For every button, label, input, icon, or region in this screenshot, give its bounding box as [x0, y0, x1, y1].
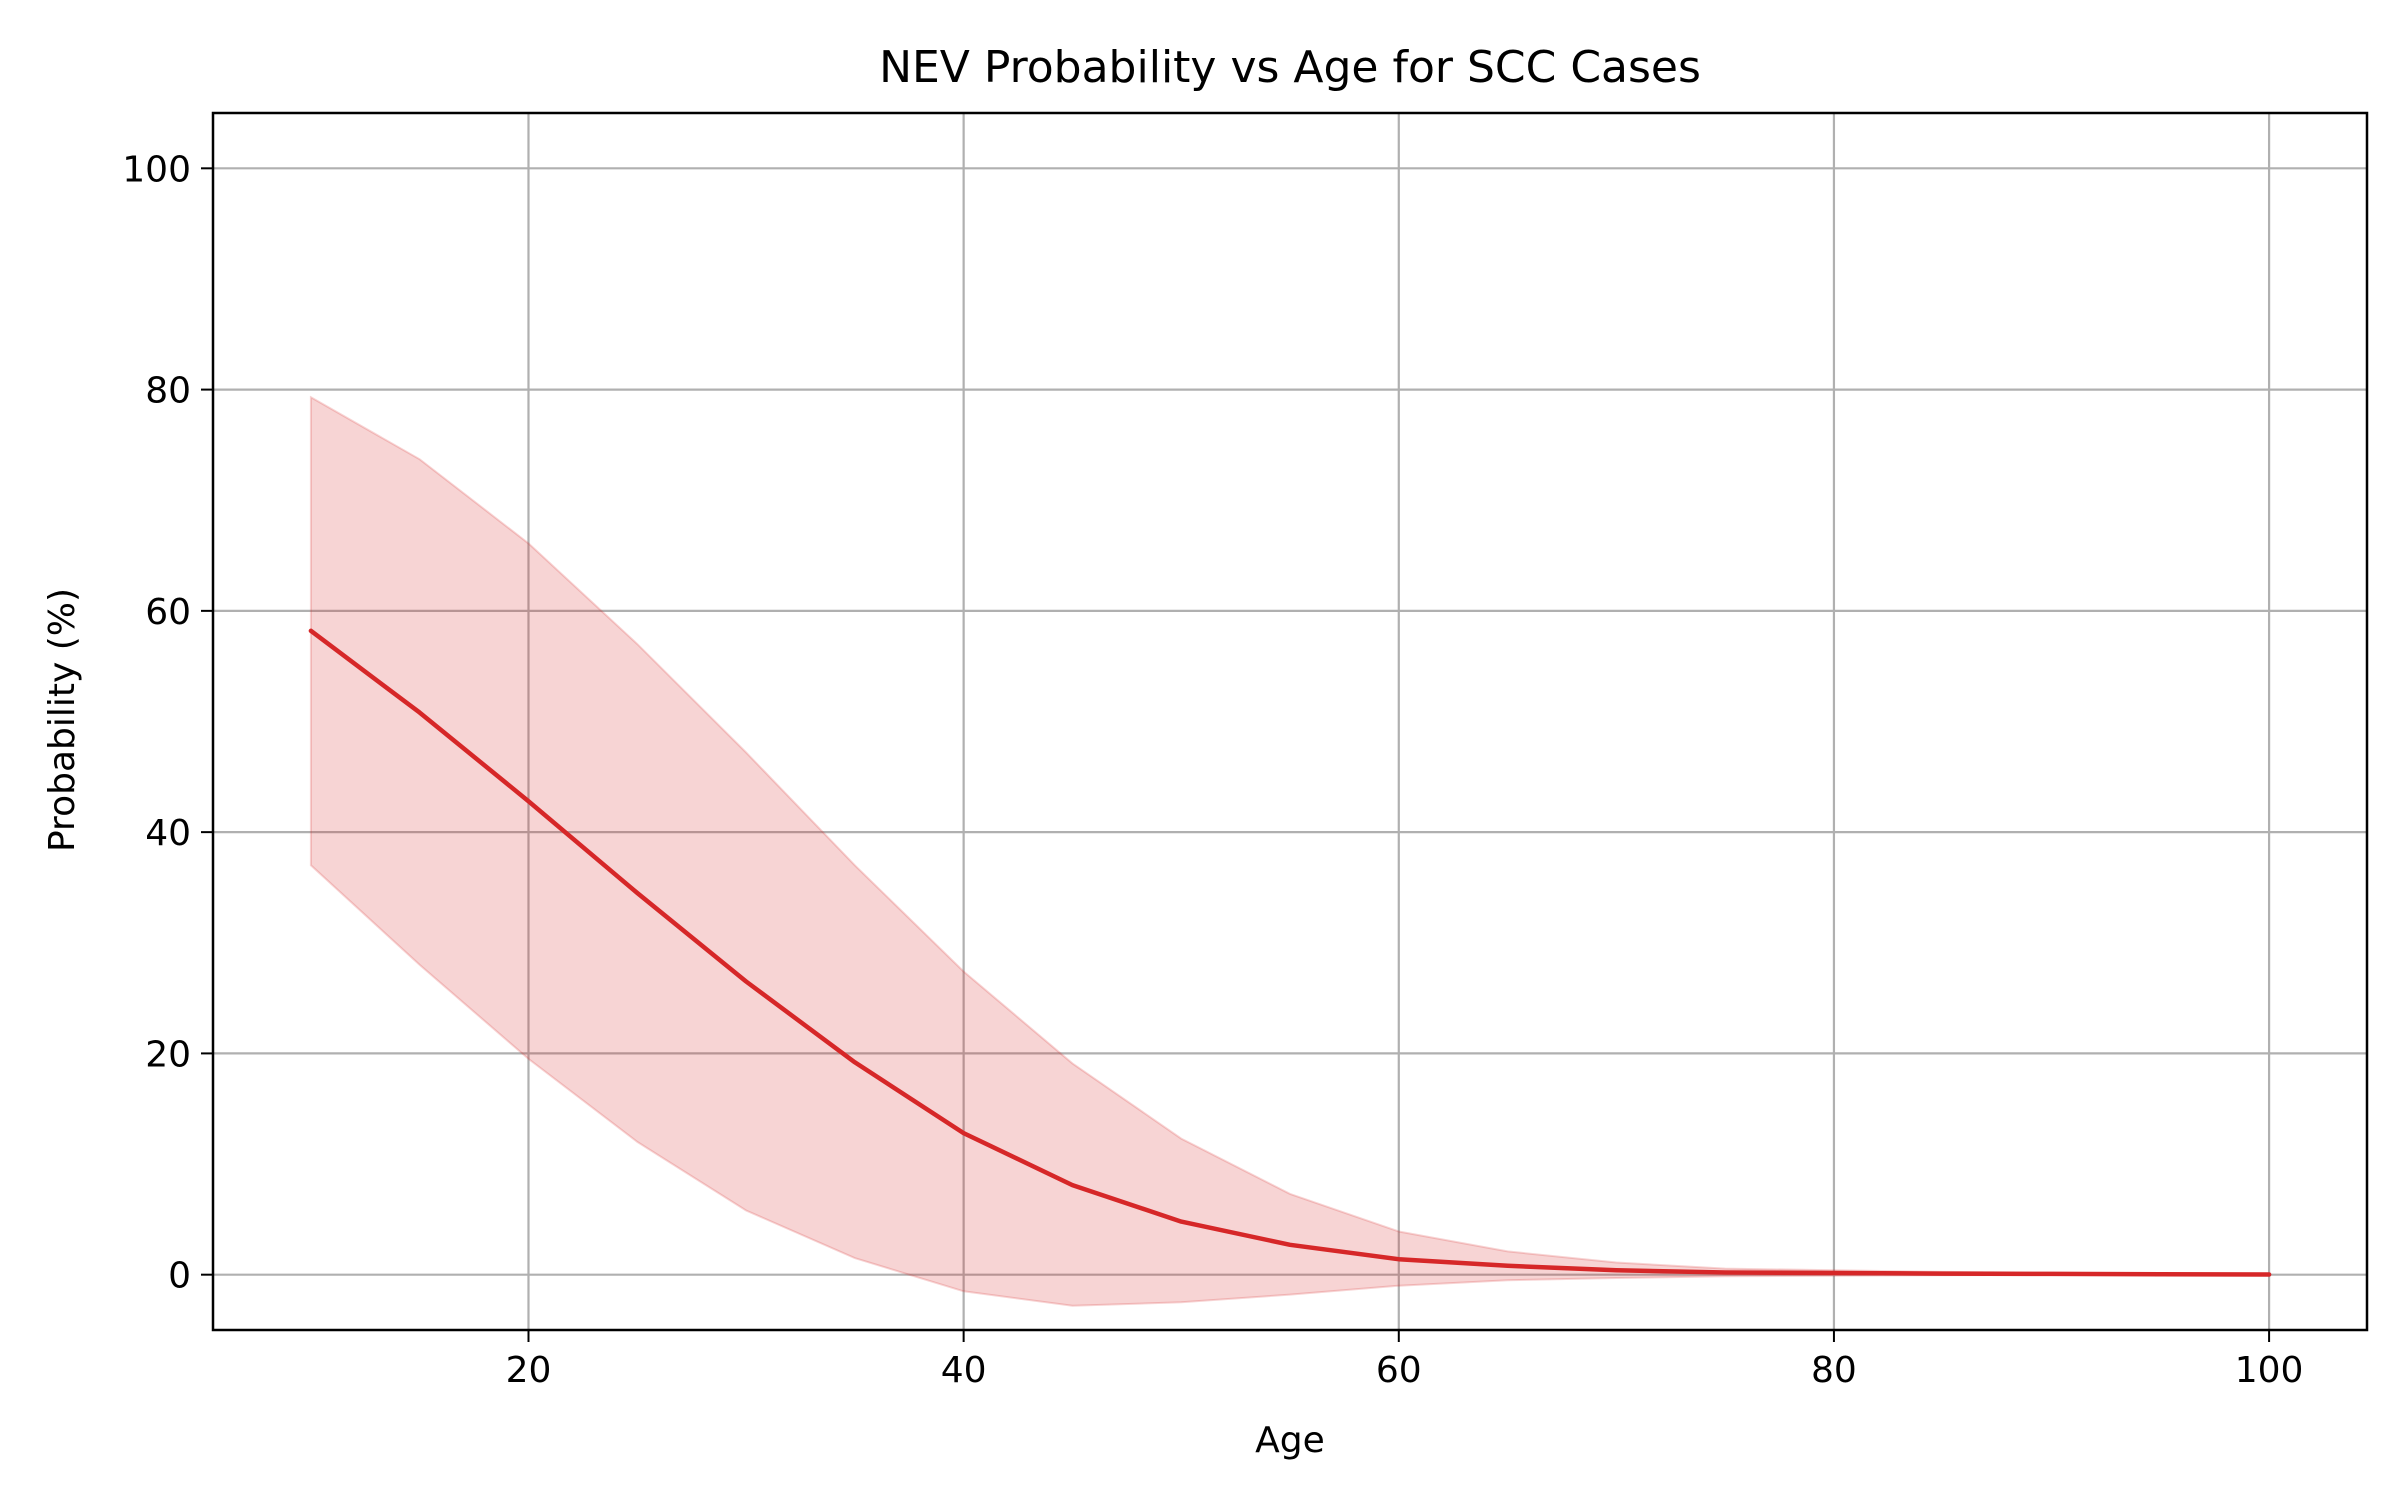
probability-line: [308, 628, 2272, 1277]
tick-layer: 20 40 60 80 100 0 20 40 60 80 100: [122, 149, 2303, 1391]
x-tick-label: 40: [941, 1350, 987, 1391]
x-tick-label: 100: [2235, 1350, 2304, 1391]
x-tick-label: 80: [1811, 1350, 1857, 1391]
x-axis-label: Age: [1255, 1420, 1325, 1461]
plot-frame: [211, 111, 2369, 1332]
x-tick-label: 60: [1376, 1350, 1422, 1391]
y-tick-label: 0: [168, 1256, 191, 1297]
x-tick-label: 20: [506, 1350, 552, 1391]
probability-line-layer: [308, 628, 2272, 1277]
y-tick-label: 60: [145, 592, 191, 633]
y-tick-label: 40: [145, 813, 191, 854]
grid-layer: [213, 113, 2367, 1330]
y-tick-label: 20: [145, 1034, 191, 1075]
y-tick-label: 100: [122, 149, 191, 190]
chart-title: NEV Probability vs Age for SCC Cases: [879, 42, 1701, 93]
y-axis-label: Probability (%): [42, 588, 83, 852]
y-tick-label: 80: [145, 371, 191, 412]
